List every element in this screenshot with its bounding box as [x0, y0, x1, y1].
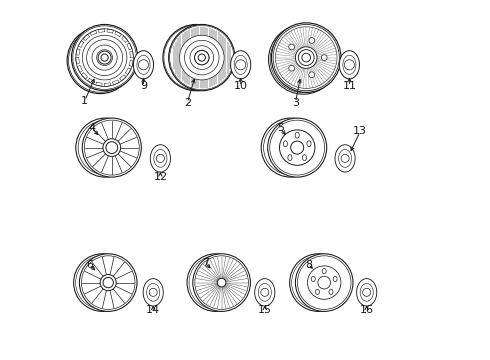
- Text: 16: 16: [360, 305, 374, 315]
- Circle shape: [195, 50, 209, 65]
- Circle shape: [269, 24, 338, 94]
- Ellipse shape: [333, 276, 337, 282]
- Ellipse shape: [133, 51, 153, 79]
- Circle shape: [76, 118, 135, 177]
- Text: 10: 10: [234, 81, 247, 91]
- Text: 4: 4: [88, 123, 96, 133]
- Text: 9: 9: [140, 81, 147, 91]
- Circle shape: [321, 55, 327, 60]
- Text: 14: 14: [146, 305, 160, 315]
- Circle shape: [271, 23, 341, 93]
- Ellipse shape: [150, 145, 171, 172]
- Circle shape: [179, 35, 224, 80]
- Text: 5: 5: [277, 123, 284, 133]
- Circle shape: [67, 27, 133, 94]
- Ellipse shape: [339, 51, 360, 79]
- Ellipse shape: [255, 279, 275, 306]
- Ellipse shape: [357, 279, 377, 306]
- Circle shape: [103, 278, 113, 288]
- Ellipse shape: [335, 145, 355, 172]
- Circle shape: [106, 142, 118, 153]
- Circle shape: [289, 44, 294, 50]
- Circle shape: [79, 254, 137, 311]
- Circle shape: [187, 254, 245, 311]
- Circle shape: [279, 130, 315, 165]
- Ellipse shape: [295, 132, 299, 138]
- Circle shape: [302, 53, 311, 62]
- Text: 8: 8: [305, 260, 312, 270]
- Circle shape: [341, 154, 349, 162]
- Text: 12: 12: [153, 172, 168, 182]
- Text: 15: 15: [258, 305, 272, 315]
- Circle shape: [193, 254, 250, 311]
- Circle shape: [195, 50, 209, 65]
- Circle shape: [291, 141, 304, 154]
- Ellipse shape: [288, 155, 292, 161]
- Circle shape: [139, 60, 148, 70]
- Text: 13: 13: [353, 126, 367, 136]
- Text: 2: 2: [184, 98, 191, 108]
- Text: 3: 3: [292, 98, 299, 108]
- Circle shape: [156, 154, 165, 162]
- Circle shape: [363, 288, 371, 296]
- Text: 11: 11: [343, 81, 356, 91]
- Ellipse shape: [329, 289, 333, 294]
- Circle shape: [217, 278, 226, 287]
- Circle shape: [149, 288, 157, 296]
- Circle shape: [185, 40, 219, 75]
- Ellipse shape: [316, 289, 319, 294]
- Circle shape: [290, 254, 347, 311]
- Circle shape: [72, 24, 138, 91]
- Circle shape: [261, 118, 320, 177]
- Circle shape: [298, 50, 314, 66]
- Circle shape: [82, 118, 141, 177]
- Ellipse shape: [311, 276, 315, 282]
- Circle shape: [74, 254, 131, 311]
- Circle shape: [163, 24, 229, 91]
- Circle shape: [236, 60, 245, 70]
- Circle shape: [309, 37, 315, 43]
- Circle shape: [308, 266, 341, 299]
- Ellipse shape: [143, 279, 163, 306]
- Ellipse shape: [283, 141, 288, 147]
- Circle shape: [289, 65, 294, 71]
- Circle shape: [190, 46, 214, 69]
- Ellipse shape: [322, 269, 326, 274]
- Circle shape: [100, 275, 116, 291]
- Circle shape: [268, 118, 327, 177]
- Circle shape: [309, 72, 315, 78]
- Circle shape: [169, 24, 235, 91]
- Ellipse shape: [302, 155, 307, 161]
- Ellipse shape: [231, 51, 251, 79]
- Circle shape: [295, 47, 317, 68]
- Circle shape: [261, 288, 269, 296]
- Circle shape: [318, 276, 331, 289]
- Circle shape: [344, 60, 354, 70]
- Text: 6: 6: [86, 260, 93, 270]
- Circle shape: [295, 254, 353, 311]
- Circle shape: [198, 54, 205, 61]
- Text: 1: 1: [81, 96, 88, 106]
- Ellipse shape: [307, 141, 311, 147]
- Circle shape: [103, 139, 121, 157]
- Text: 7: 7: [202, 258, 209, 268]
